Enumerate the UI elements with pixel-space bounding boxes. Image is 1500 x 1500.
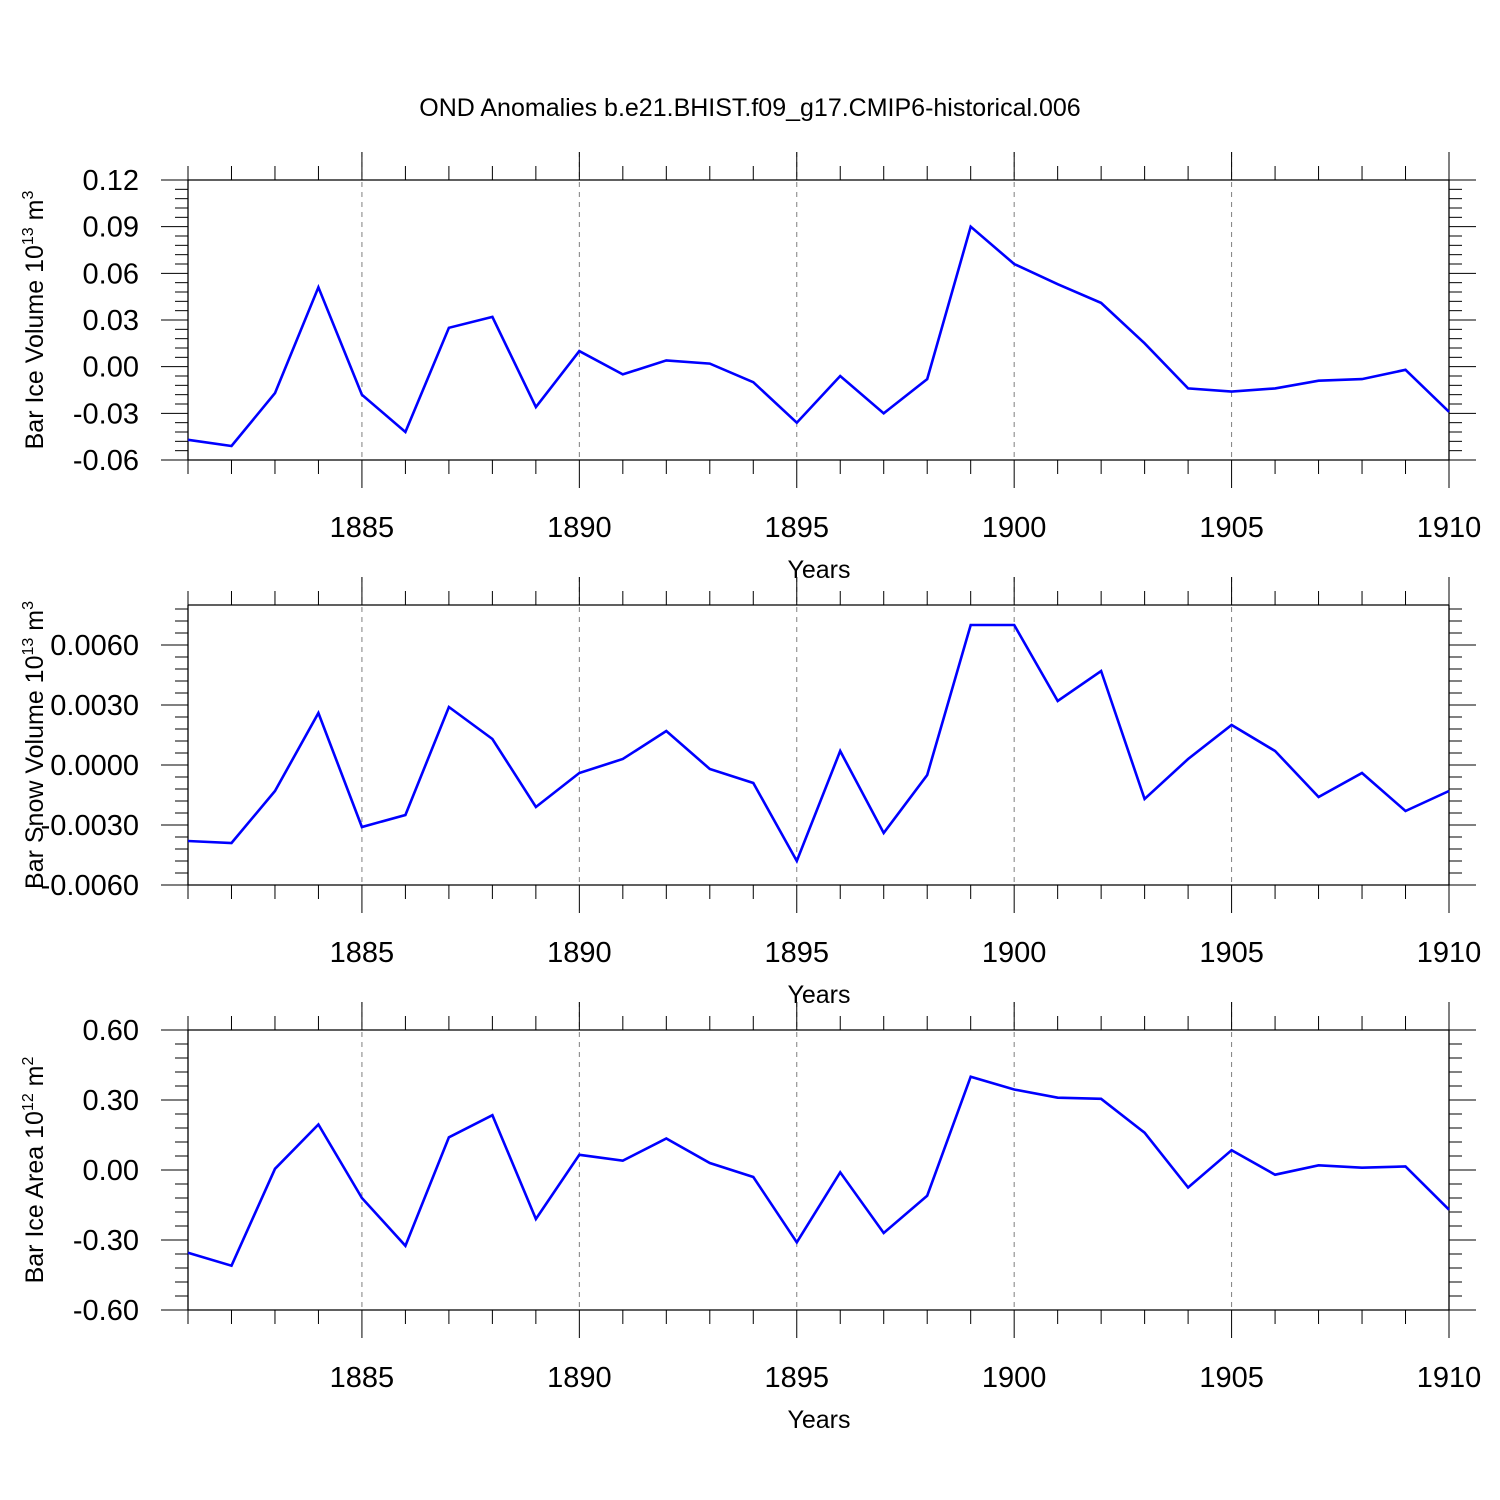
x-tick-label: 1905: [1199, 937, 1264, 969]
y-tick-label: -0.06: [73, 445, 139, 477]
x-tick-label: 1910: [1417, 937, 1482, 969]
y-tick-label: 0.0000: [50, 750, 139, 782]
x-tick-label: 1895: [765, 1362, 830, 1394]
panels: 1885 1890 1895 1900 1905 1910 -0.06 -0.03 0.00 0.…: [20, 152, 1481, 1434]
x-tick-label: 1885: [330, 937, 395, 969]
y-tick-label: -0.60: [73, 1295, 139, 1327]
series-line: [187, 623, 1450, 865]
y-tick-label: -0.0060: [41, 870, 139, 902]
x-axis-title: Years: [787, 556, 850, 584]
x-tick-label: 1885: [330, 512, 395, 544]
figure-title: OND Anomalies b.e21.BHIST.f09_g17.CMIP6-…: [419, 94, 1080, 122]
x-tick-label: 1900: [982, 1362, 1047, 1394]
y-axis-title: Bar Snow Volume 1013 m3: [20, 601, 49, 889]
y-tick-label: 0.00: [83, 1155, 139, 1187]
y-tick-label: 0.0030: [50, 690, 139, 722]
x-tick-label: 1910: [1417, 1362, 1482, 1394]
chart-panel-3: 1885 1890 1895 1900 1905 1910 -0.60 -0.30 0.00 0.…: [20, 1002, 1481, 1434]
series-line: [187, 1075, 1450, 1268]
chart-panel-2: 1885 1890 1895 1900 1905 1910 -0.0060 -0.0030 0.…: [20, 577, 1481, 1009]
x-axis-title: Years: [787, 1406, 850, 1434]
y-tick-label: 0.09: [83, 212, 139, 244]
x-tick-label: 1900: [982, 937, 1047, 969]
x-tick-label: 1895: [765, 937, 830, 969]
x-tick-label: 1890: [547, 1362, 612, 1394]
y-axis-title: Bar Ice Volume 1013 m3: [20, 191, 49, 450]
x-tick-label: 1910: [1417, 512, 1482, 544]
x-tick-label: 1895: [765, 512, 830, 544]
x-tick-label: 1905: [1199, 512, 1264, 544]
x-tick-label: 1905: [1199, 1362, 1264, 1394]
x-tick-label: 1890: [547, 937, 612, 969]
x-axis-title: Years: [787, 981, 850, 1009]
x-tick-label: 1885: [330, 1362, 395, 1394]
y-tick-label: -0.03: [73, 398, 139, 430]
y-tick-label: 0.06: [83, 258, 139, 290]
y-axis-title: Bar Ice Area 1012 m2: [20, 1057, 49, 1284]
y-tick-label: 0.0060: [50, 630, 139, 662]
x-tick-label: 1890: [547, 512, 612, 544]
y-tick-label: 0.30: [83, 1085, 139, 1117]
y-tick-label: -0.30: [73, 1225, 139, 1257]
x-tick-label: 1900: [982, 512, 1047, 544]
y-tick-label: 0.03: [83, 305, 139, 337]
series-line: [187, 224, 1450, 448]
y-tick-label: 0.60: [83, 1015, 139, 1047]
y-tick-label: 0.00: [83, 352, 139, 384]
y-tick-label: 0.12: [83, 165, 139, 197]
y-tick-label: -0.0030: [41, 810, 139, 842]
chart-panel-1: 1885 1890 1895 1900 1905 1910 -0.06 -0.03 0.00 0.…: [20, 152, 1481, 584]
